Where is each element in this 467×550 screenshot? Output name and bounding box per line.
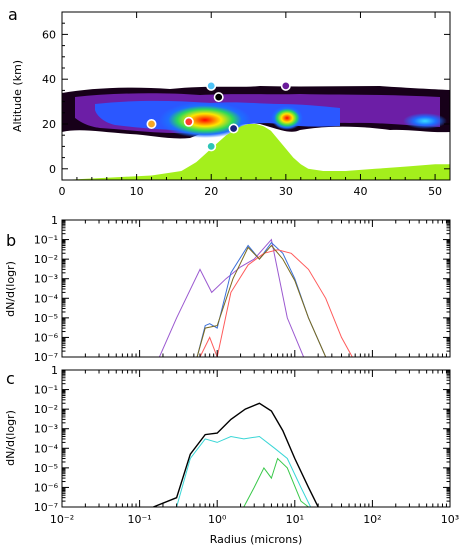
y-tick-label: 1: [51, 214, 58, 227]
x-tick-label: 10⁻²: [50, 513, 74, 526]
x-tick-label: 40: [353, 185, 367, 198]
x-tick-label: 10: [130, 185, 144, 198]
location-marker: [213, 92, 224, 103]
y-tick-label: 10⁻⁴: [34, 292, 59, 305]
x-tick-label: 10³: [441, 513, 459, 526]
panel-a: a 0 10 20 30 40 50 0 20 40 60 Altitude (km): [8, 5, 451, 198]
series-line: [243, 457, 309, 507]
y-tick-label: 10⁻¹: [34, 384, 58, 397]
y-tick-label: 10⁻⁵: [34, 312, 58, 325]
location-marker: [228, 123, 239, 134]
panel-b-frame: [61, 219, 451, 358]
cloud-core-left: [159, 102, 251, 138]
series-line: [158, 238, 305, 357]
panel-a-axes: 0 10 20 30 40 50 0 20 40 60: [42, 11, 451, 198]
marker-layer: [146, 80, 291, 152]
y-tick-label: 60: [42, 28, 56, 41]
cloud-patch-far-right: [403, 113, 447, 129]
panel-c: c 10⁻² 10⁻¹ 10⁰ 10¹ 10² 10³10⁻⁷10⁻⁶10⁻⁵10⁻⁴10…: [4, 364, 459, 546]
series-line: [199, 249, 353, 357]
panel-b-axes: 10⁻⁷ 10⁻⁶ 10⁻⁵ 10⁻⁴ 10⁻³ 10⁻² 10⁻¹ 1: [34, 214, 451, 364]
panel-a-ylabel: Altitude (km): [11, 60, 24, 132]
y-tick-label: 10⁻³: [34, 423, 58, 436]
y-tick-label: 10⁻²: [34, 253, 58, 266]
y-tick-label: 20: [42, 118, 56, 131]
location-marker: [280, 80, 291, 91]
location-marker: [206, 141, 217, 152]
cloud-core-right: [271, 106, 303, 130]
panel-b-lines: [158, 238, 353, 357]
series-line: [176, 435, 312, 507]
y-tick-label: 10⁻³: [34, 273, 58, 286]
panel-b-letter: b: [6, 231, 16, 250]
y-tick-label: 10⁻⁶: [34, 331, 59, 344]
panel-b-ylabel: dN/d(logr): [4, 261, 17, 317]
y-tick-label: 1: [51, 364, 58, 377]
x-tick-label: 10⁻¹: [127, 513, 151, 526]
series-line: [196, 244, 340, 357]
x-tick-label: 30: [279, 185, 293, 198]
location-marker: [183, 116, 194, 127]
y-tick-label: 10⁻²: [34, 403, 58, 416]
y-tick-label: 10⁻¹: [34, 234, 58, 247]
panel-c-xlabel: Radius (microns): [210, 533, 303, 546]
panel-a-plot-area: [62, 80, 450, 180]
x-tick-label: 10²: [363, 513, 381, 526]
x-tick-label: 20: [204, 185, 218, 198]
panel-c-letter: c: [6, 369, 15, 388]
location-marker: [206, 80, 217, 91]
y-tick-label: 10⁻⁷: [34, 351, 58, 364]
y-tick-label: 40: [42, 73, 56, 86]
panel-c-frame: [61, 369, 451, 508]
y-tick-label: 10⁻⁶: [34, 481, 59, 494]
panel-a-letter: a: [8, 5, 18, 24]
location-marker: [146, 119, 157, 130]
y-tick-label: 10⁻⁷: [34, 501, 58, 514]
terrain-area: [62, 124, 450, 180]
x-tick-label: 0: [59, 185, 66, 198]
x-tick-label: 50: [428, 185, 442, 198]
panel-c-axes: 10⁻² 10⁻¹ 10⁰ 10¹ 10² 10³ 10⁻⁷ 10⁻⁶ 10⁻⁵ 10⁻⁴ 10⁻³…: [34, 364, 459, 526]
panel-c-lines: [153, 402, 319, 507]
y-tick-label: 0: [49, 163, 56, 176]
x-tick-label: 10¹: [286, 513, 304, 526]
y-tick-label: 10⁻⁵: [34, 462, 58, 475]
panel-b: b 10⁻⁷ 10⁻⁶ 10⁻⁵ 10⁻⁴ 10⁻³ 10⁻² 10⁻¹ 1 dN/d(log…: [4, 214, 451, 364]
series-line: [153, 402, 319, 507]
x-tick-label: 10⁰: [208, 513, 227, 526]
y-tick-label: 10⁻⁴: [34, 442, 59, 455]
panel-c-ylabel: dN/d(logr): [4, 410, 17, 466]
